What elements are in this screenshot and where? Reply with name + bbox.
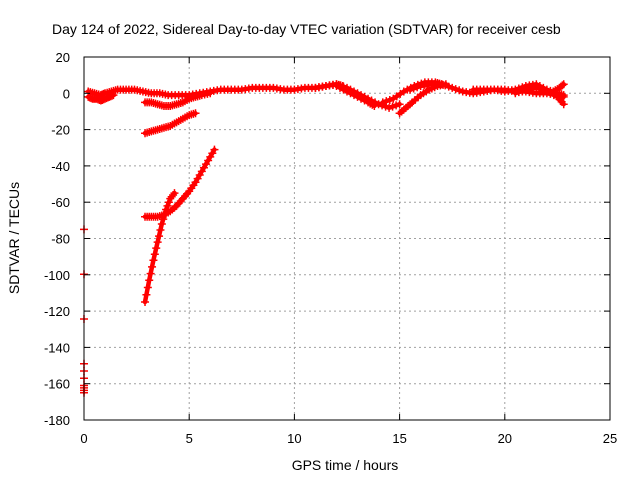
series-trace [142, 147, 217, 219]
x-tick-label: 15 [392, 431, 406, 446]
data-point-marker [159, 215, 168, 224]
data-point-marker [451, 85, 460, 94]
data-point-marker [399, 87, 408, 96]
y-tick-label: -40 [51, 159, 70, 174]
y-tick-label: -20 [51, 123, 70, 138]
grid-lines [84, 57, 610, 420]
data-point-marker [535, 85, 544, 94]
data-point-marker [532, 83, 541, 92]
data-point-marker [353, 92, 362, 101]
data-point-marker [157, 219, 166, 228]
data-point-marker [539, 86, 548, 95]
data-point-marker [332, 82, 341, 91]
data-point-marker [145, 276, 154, 285]
y-tick-label: -60 [51, 195, 70, 210]
data-point-marker [155, 232, 164, 241]
x-tick-label: 0 [80, 431, 87, 446]
data-point-marker [385, 103, 394, 112]
data-point-marker [350, 91, 359, 100]
data-point-marker [169, 190, 178, 199]
series-arc-dip [141, 89, 215, 111]
data-point-marker [437, 80, 446, 89]
data-point-marker [406, 85, 415, 94]
data-point-marker [339, 85, 348, 94]
data-point-marker [141, 298, 150, 307]
series-arc-early-low [84, 91, 118, 105]
data-point-marker [150, 250, 159, 259]
data-point-marker [455, 86, 464, 95]
series-arc-main [84, 80, 347, 100]
y-tick-labels: 20 0 -20 -40 -60 -80 -100 -120 -140 -160 -180 [44, 50, 70, 428]
data-point-marker [448, 83, 457, 92]
data-point-marker [385, 95, 394, 104]
y-axis-title: SDTVAR / TECUs [6, 182, 22, 294]
data-point-marker [395, 100, 404, 109]
data-point-marker [153, 238, 162, 247]
data-point-marker [409, 84, 418, 93]
y-tick-label: 20 [56, 50, 70, 65]
data-point-marker [511, 89, 520, 98]
y-tick-label: -100 [44, 268, 70, 283]
data-point-marker [357, 94, 366, 103]
data-point-marker [142, 290, 151, 299]
data-point-marker [343, 87, 351, 96]
series-arc-mid2 [332, 82, 379, 111]
x-tick-label: 25 [603, 431, 617, 446]
x-tick-label: 10 [287, 431, 301, 446]
data-point-marker [382, 97, 391, 106]
y-tick-label: -140 [44, 340, 70, 355]
data-point-marker [370, 102, 379, 111]
series-arc-minus70 [141, 145, 219, 221]
data-point-marker [392, 101, 401, 110]
data-point-marker [170, 189, 179, 198]
data-point-marker [149, 256, 158, 265]
data-point-marker [143, 283, 152, 292]
data-point-marker [514, 88, 523, 97]
data-point-marker [346, 89, 355, 98]
data-point-marker [164, 198, 173, 207]
data-point-marker [559, 100, 568, 109]
x-tick-label: 5 [186, 431, 193, 446]
data-point-marker [148, 262, 157, 271]
data-point-marker [191, 109, 200, 118]
data-points [80, 78, 568, 397]
data-point-marker [360, 96, 369, 105]
data-point-marker [109, 91, 118, 100]
y-tick-label: -120 [44, 304, 70, 319]
y-tick-label: 0 [63, 86, 70, 101]
data-point-marker [441, 81, 450, 90]
plot-frame [83, 56, 611, 421]
data-point-marker [335, 83, 344, 92]
series-arc-late-e [511, 83, 568, 109]
data-point-marker [160, 210, 169, 219]
y-tick-label: -160 [44, 377, 70, 392]
data-point-marker [518, 86, 527, 95]
y-tick-label: -80 [51, 232, 70, 247]
chart-title: Day 124 of 2022, Sidereal Day-to-day VTE… [52, 21, 561, 37]
data-point-marker [152, 244, 161, 253]
data-point-marker [559, 91, 568, 100]
series-arc-steep [141, 189, 179, 307]
x-tick-label: 20 [498, 431, 512, 446]
series-arc-end-up [549, 80, 568, 96]
data-point-marker [146, 269, 155, 278]
data-point-marker [444, 82, 453, 91]
tick-marks [83, 56, 611, 421]
data-point-marker [156, 226, 165, 235]
data-point-marker [388, 102, 397, 111]
data-point-marker [162, 205, 171, 214]
data-point-marker [378, 98, 387, 107]
data-point-marker [206, 89, 215, 98]
y-tick-label: -180 [44, 413, 70, 428]
series-arc-minus20 [141, 109, 200, 138]
data-point-marker [558, 81, 567, 90]
data-point-marker [413, 83, 422, 92]
x-axis-title: GPS time / hours [292, 457, 399, 473]
x-tick-labels: 0 5 10 15 20 25 [80, 431, 617, 446]
data-point-marker [163, 201, 172, 210]
data-point-marker [210, 145, 219, 154]
data-point-marker [559, 80, 568, 89]
